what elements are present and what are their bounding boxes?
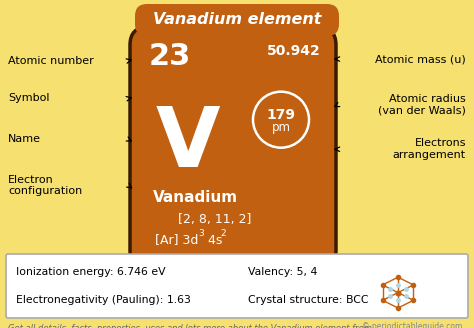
FancyBboxPatch shape bbox=[6, 254, 468, 318]
Text: 2: 2 bbox=[220, 230, 226, 238]
Text: Name: Name bbox=[8, 134, 41, 144]
Text: Valency: 5, 4: Valency: 5, 4 bbox=[248, 267, 318, 277]
Text: Symbol: Symbol bbox=[8, 93, 49, 103]
FancyBboxPatch shape bbox=[135, 4, 339, 36]
Text: Vanadium element: Vanadium element bbox=[153, 12, 321, 28]
Text: Electrons
arrangement: Electrons arrangement bbox=[393, 138, 466, 160]
Text: pm: pm bbox=[272, 121, 291, 134]
Text: Atomic mass (u): Atomic mass (u) bbox=[375, 54, 466, 64]
Text: [2, 8, 11, 2]: [2, 8, 11, 2] bbox=[178, 213, 251, 226]
Text: Get all details, facts, properties, uses and lots more about the Vanadium elemen: Get all details, facts, properties, uses… bbox=[8, 324, 372, 328]
Text: 23: 23 bbox=[149, 42, 191, 71]
Text: Ionization energy: 6.746 eV: Ionization energy: 6.746 eV bbox=[16, 267, 165, 277]
Text: Atomic radius
(van der Waals): Atomic radius (van der Waals) bbox=[378, 94, 466, 116]
Text: V: V bbox=[156, 103, 220, 184]
Text: Vanadium: Vanadium bbox=[153, 191, 238, 206]
FancyBboxPatch shape bbox=[130, 27, 336, 269]
Text: © periodictableguide.com: © periodictableguide.com bbox=[362, 322, 462, 328]
Text: [Ar] 3d: [Ar] 3d bbox=[155, 234, 199, 247]
Text: Crystal structure: BCC: Crystal structure: BCC bbox=[248, 295, 368, 305]
Text: Atomic number: Atomic number bbox=[8, 56, 94, 66]
Text: 4s: 4s bbox=[204, 234, 222, 247]
Text: Electronegativity (Pauling): 1.63: Electronegativity (Pauling): 1.63 bbox=[16, 295, 191, 305]
Text: 179: 179 bbox=[266, 108, 295, 122]
Text: 50.942: 50.942 bbox=[267, 44, 321, 58]
Text: Electron
configuration: Electron configuration bbox=[8, 174, 82, 196]
Text: 3: 3 bbox=[198, 230, 204, 238]
